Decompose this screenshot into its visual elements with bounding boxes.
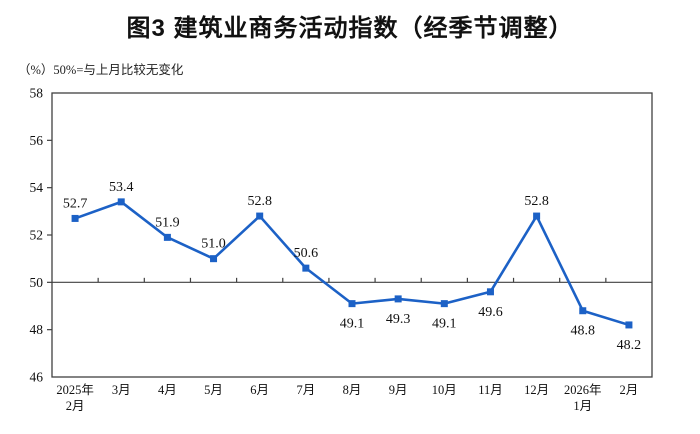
y-axis-label: 56 bbox=[30, 133, 44, 148]
data-label: 49.3 bbox=[386, 312, 411, 327]
x-axis-label: 5月 bbox=[204, 383, 223, 397]
data-point-marker bbox=[163, 233, 171, 241]
data-label: 48.8 bbox=[571, 324, 596, 339]
data-point-marker bbox=[71, 214, 79, 222]
data-point-marker bbox=[256, 212, 264, 220]
data-point-marker bbox=[394, 295, 402, 303]
data-label: 51.9 bbox=[155, 215, 180, 230]
y-axis-label: 54 bbox=[30, 180, 44, 195]
x-axis-label: 2026年 bbox=[564, 383, 602, 397]
data-label: 53.4 bbox=[109, 180, 134, 195]
y-axis-label: 58 bbox=[30, 86, 44, 101]
data-label: 52.7 bbox=[63, 196, 88, 211]
y-axis-label: 52 bbox=[30, 228, 44, 243]
data-label: 49.6 bbox=[478, 305, 503, 320]
x-axis-label: 3月 bbox=[112, 383, 131, 397]
x-axis-label: 8月 bbox=[343, 383, 362, 397]
data-label: 49.1 bbox=[340, 317, 365, 332]
data-point-marker bbox=[440, 300, 448, 308]
data-label: 49.1 bbox=[432, 317, 457, 332]
data-point-marker bbox=[210, 255, 218, 263]
data-label: 52.8 bbox=[247, 194, 272, 209]
data-point-marker bbox=[625, 321, 633, 329]
x-axis-label: 1月 bbox=[573, 399, 592, 413]
chart-title: 图3 建筑业商务活动指数（经季节调整） bbox=[126, 15, 574, 42]
x-axis-label: 2025年 bbox=[56, 383, 94, 397]
data-label: 50.6 bbox=[294, 246, 319, 261]
data-point-marker bbox=[579, 307, 587, 315]
y-axis-label: 48 bbox=[30, 322, 44, 337]
x-axis-label: 11月 bbox=[478, 383, 503, 397]
y-axis-label: 50 bbox=[30, 275, 44, 290]
data-label: 52.8 bbox=[524, 194, 549, 209]
data-point-marker bbox=[117, 198, 125, 206]
x-axis-label: 2月 bbox=[620, 383, 639, 397]
data-point-marker bbox=[302, 264, 310, 272]
axis-unit-note: （%）50%=与上月比较无变化 bbox=[18, 63, 184, 77]
data-label: 51.0 bbox=[201, 237, 226, 252]
x-axis-label: 2月 bbox=[66, 399, 85, 413]
data-point-marker bbox=[533, 212, 541, 220]
x-axis-label: 7月 bbox=[296, 383, 315, 397]
data-label: 48.2 bbox=[617, 338, 642, 353]
x-axis-label: 10月 bbox=[432, 383, 457, 397]
x-axis-label: 12月 bbox=[524, 383, 549, 397]
x-axis-label: 4月 bbox=[158, 383, 177, 397]
x-axis-label: 9月 bbox=[389, 383, 408, 397]
y-axis-label: 46 bbox=[30, 370, 44, 385]
data-point-marker bbox=[348, 300, 356, 308]
plot-border bbox=[51, 92, 653, 378]
data-point-marker bbox=[486, 288, 494, 296]
x-axis-label: 6月 bbox=[250, 383, 269, 397]
